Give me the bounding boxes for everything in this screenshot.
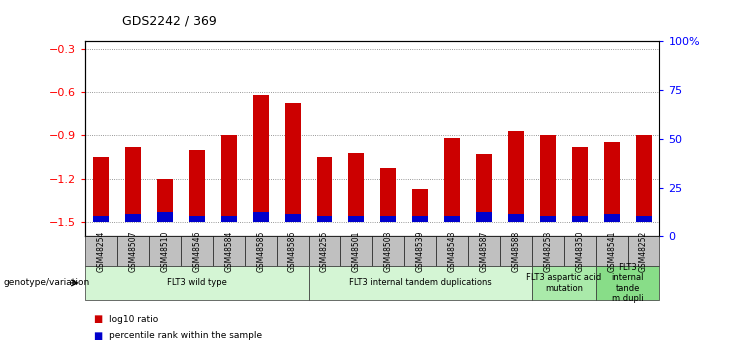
Text: GSM48587: GSM48587 [479,230,488,272]
Bar [380,216,396,222]
Text: GSM48541: GSM48541 [607,230,616,272]
Text: GSM48252: GSM48252 [639,230,648,272]
Text: FLT3 aspartic acid
mutation: FLT3 aspartic acid mutation [526,273,602,293]
Bar [412,216,428,222]
Bar [189,216,205,222]
Bar [285,214,301,222]
Text: GSM48586: GSM48586 [288,230,297,272]
Bar [316,216,333,222]
Text: log10 ratio: log10 ratio [109,315,158,324]
Bar [636,135,651,222]
Text: GSM48584: GSM48584 [225,230,233,272]
Text: percentile rank within the sample: percentile rank within the sample [109,331,262,340]
Bar [157,212,173,222]
Text: GSM48255: GSM48255 [320,230,329,272]
Text: GSM48503: GSM48503 [384,230,393,272]
Bar [412,189,428,222]
Bar [253,95,269,222]
Bar [189,150,205,222]
Bar [380,168,396,222]
Text: genotype/variation: genotype/variation [4,278,90,287]
Bar [93,216,109,222]
Bar [348,152,365,222]
Text: GSM48253: GSM48253 [543,230,552,272]
Bar [604,142,619,222]
Text: FLT3 internal tandem duplications: FLT3 internal tandem duplications [349,278,491,287]
Text: GSM48510: GSM48510 [161,230,170,272]
Text: GSM48350: GSM48350 [575,230,584,272]
Text: GSM48585: GSM48585 [256,230,265,272]
Bar [476,212,492,222]
Text: GSM48543: GSM48543 [448,230,456,272]
Bar [253,212,269,222]
Bar [444,138,460,222]
Bar [221,216,237,222]
Bar [348,216,365,222]
Text: GSM48546: GSM48546 [193,230,202,272]
Text: ■: ■ [93,331,102,341]
Bar [285,104,301,222]
Bar [93,157,109,222]
Bar [636,216,651,222]
Bar [125,147,141,222]
Text: GSM48588: GSM48588 [511,230,520,272]
Bar [157,179,173,222]
Text: GSM48501: GSM48501 [352,230,361,272]
Bar [316,157,333,222]
Text: GSM48539: GSM48539 [416,230,425,272]
Bar [572,147,588,222]
Bar [604,214,619,222]
Text: FLT3
internal
tande
m dupli: FLT3 internal tande m dupli [611,263,644,303]
Bar [508,214,524,222]
Bar [540,216,556,222]
Text: GSM48507: GSM48507 [129,230,138,272]
Bar [444,216,460,222]
Bar [572,216,588,222]
Text: GDS2242 / 369: GDS2242 / 369 [122,14,217,28]
Text: ■: ■ [93,314,102,324]
Bar [221,135,237,222]
Bar [125,214,141,222]
Bar [476,154,492,222]
Text: GSM48254: GSM48254 [96,230,106,272]
Bar [508,131,524,222]
Bar [540,135,556,222]
Text: FLT3 wild type: FLT3 wild type [167,278,227,287]
